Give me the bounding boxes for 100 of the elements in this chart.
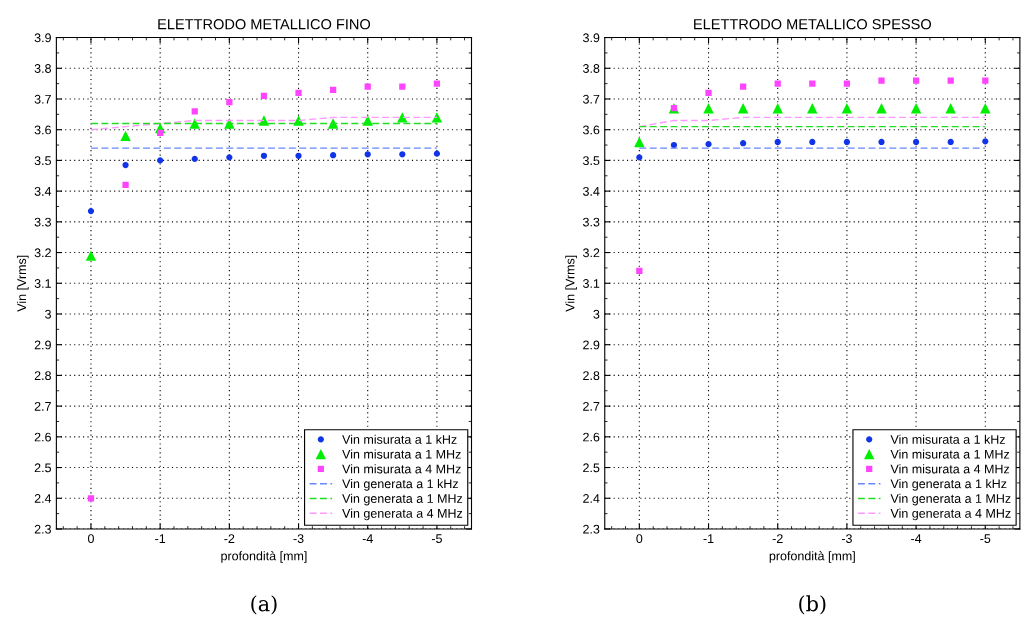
x-tick-label: -3: [293, 534, 304, 544]
point: [157, 129, 164, 136]
point: [947, 138, 954, 146]
point: [636, 267, 643, 275]
y-tick-label: 3.8: [582, 64, 600, 73]
point: [327, 118, 339, 129]
x-tick-label: -2: [224, 534, 235, 543]
x-axis-title: profondità [mm]: [221, 551, 307, 563]
y-tick-label: 2.4: [34, 494, 52, 503]
y-tick-label: 3.2: [34, 248, 51, 258]
point: [740, 140, 747, 147]
legend-label: Vin generata a 4 MHz: [342, 508, 463, 521]
x-axis-title: profondità [mm]: [769, 551, 855, 563]
y-tick-label: 3.5: [582, 156, 600, 166]
x-tick-label: -3: [841, 534, 852, 544]
y-tick-label: 3.9: [34, 33, 51, 43]
point: [122, 161, 129, 169]
legend-label: Vin generata a 1 kHz: [890, 479, 1007, 491]
y-tick-label: 2.9: [34, 340, 51, 350]
point: [809, 138, 816, 146]
point: [912, 138, 920, 146]
point: [910, 102, 922, 114]
legend-label: Vin generata a 1 kHz: [342, 479, 458, 491]
y-tick-label: 2.6: [583, 432, 600, 442]
x-tick-label: -4: [911, 534, 922, 543]
point: [364, 151, 371, 158]
point: [226, 98, 233, 106]
y-tick-label: 3.6: [34, 125, 51, 135]
point: [87, 207, 95, 215]
x-tick-label: -4: [362, 534, 373, 543]
y-tick-label: 3.6: [582, 125, 600, 135]
x-tick-label: -1: [155, 534, 166, 543]
y-tick-label: 3.7: [34, 94, 51, 104]
legend-label: Vin generata a 4 MHz: [890, 508, 1011, 521]
point: [843, 138, 851, 146]
point: [226, 154, 233, 161]
y-tick-label: 2.7: [34, 401, 51, 411]
legend-label: Vin misurata a 1 kHz: [890, 434, 1005, 444]
y-tick-label: 3: [45, 309, 51, 319]
text: (b): [799, 595, 826, 615]
point: [945, 102, 956, 114]
y-tick-label: 2.8: [34, 371, 51, 381]
point: [841, 102, 853, 114]
point: [399, 151, 406, 158]
point: [191, 155, 198, 162]
point: [260, 92, 268, 100]
y-tick-label: 3.4: [582, 186, 600, 196]
point: [703, 102, 714, 114]
point: [330, 152, 337, 159]
point: [433, 150, 441, 157]
y-tick-label: 3.8: [34, 64, 51, 73]
point: [670, 141, 678, 149]
y-tick-label: 3: [593, 309, 600, 319]
legend-label: Vin generata a 1 MHz: [890, 493, 1011, 506]
chart-title: ELETTRODO METALLICO SPESSO: [694, 19, 932, 30]
y-tick-label: 2.3: [583, 524, 600, 534]
point: [912, 77, 920, 84]
point: [120, 130, 131, 142]
legend-label: Vin misurata a 1 MHz: [890, 449, 1010, 459]
y-tick-label: 3.2: [582, 248, 600, 258]
point: [740, 83, 747, 90]
y-axis-title: Vin [Vrms]: [16, 255, 29, 312]
y-tick-label: 3.9: [582, 33, 600, 43]
point: [399, 83, 406, 90]
point: [980, 102, 991, 114]
point: [774, 138, 781, 146]
point: [636, 154, 643, 161]
y-tick-label: 2.4: [583, 494, 600, 503]
point: [295, 152, 302, 159]
x-tick-label: -1: [703, 534, 714, 543]
y-tick-label: 2.5: [34, 463, 51, 473]
point: [947, 77, 954, 84]
y-tick-label: 2.7: [583, 401, 600, 411]
x-tick-label: -5: [431, 534, 442, 544]
y-tick-label: 3.3: [34, 217, 51, 227]
point: [397, 112, 408, 123]
x-tick-label: 0: [87, 534, 94, 544]
point: [431, 112, 443, 123]
y-tick-label: 3.3: [582, 217, 600, 227]
point: [634, 136, 645, 148]
point: [878, 138, 885, 146]
y-tick-label: 3.7: [582, 94, 600, 104]
point: [809, 80, 816, 87]
legend-label: Vin misurata a 4 MHz: [890, 464, 1010, 474]
point: [982, 77, 989, 84]
point: [433, 80, 441, 87]
legend-label: Vin misurata a 1 kHz: [342, 434, 457, 444]
x-tick-label: -5: [980, 534, 991, 544]
point: [189, 118, 200, 129]
point: [878, 77, 885, 84]
y-tick-label: 2.8: [583, 371, 600, 381]
point: [705, 89, 712, 96]
x-tick-label: -2: [772, 534, 783, 543]
point: [705, 141, 712, 148]
point: [260, 152, 268, 159]
legend-label: Vin misurata a 4 MHz: [342, 464, 461, 474]
point: [295, 89, 302, 96]
point: [157, 157, 164, 164]
y-tick-label: 2.5: [583, 463, 600, 473]
text: (a): [251, 595, 277, 615]
